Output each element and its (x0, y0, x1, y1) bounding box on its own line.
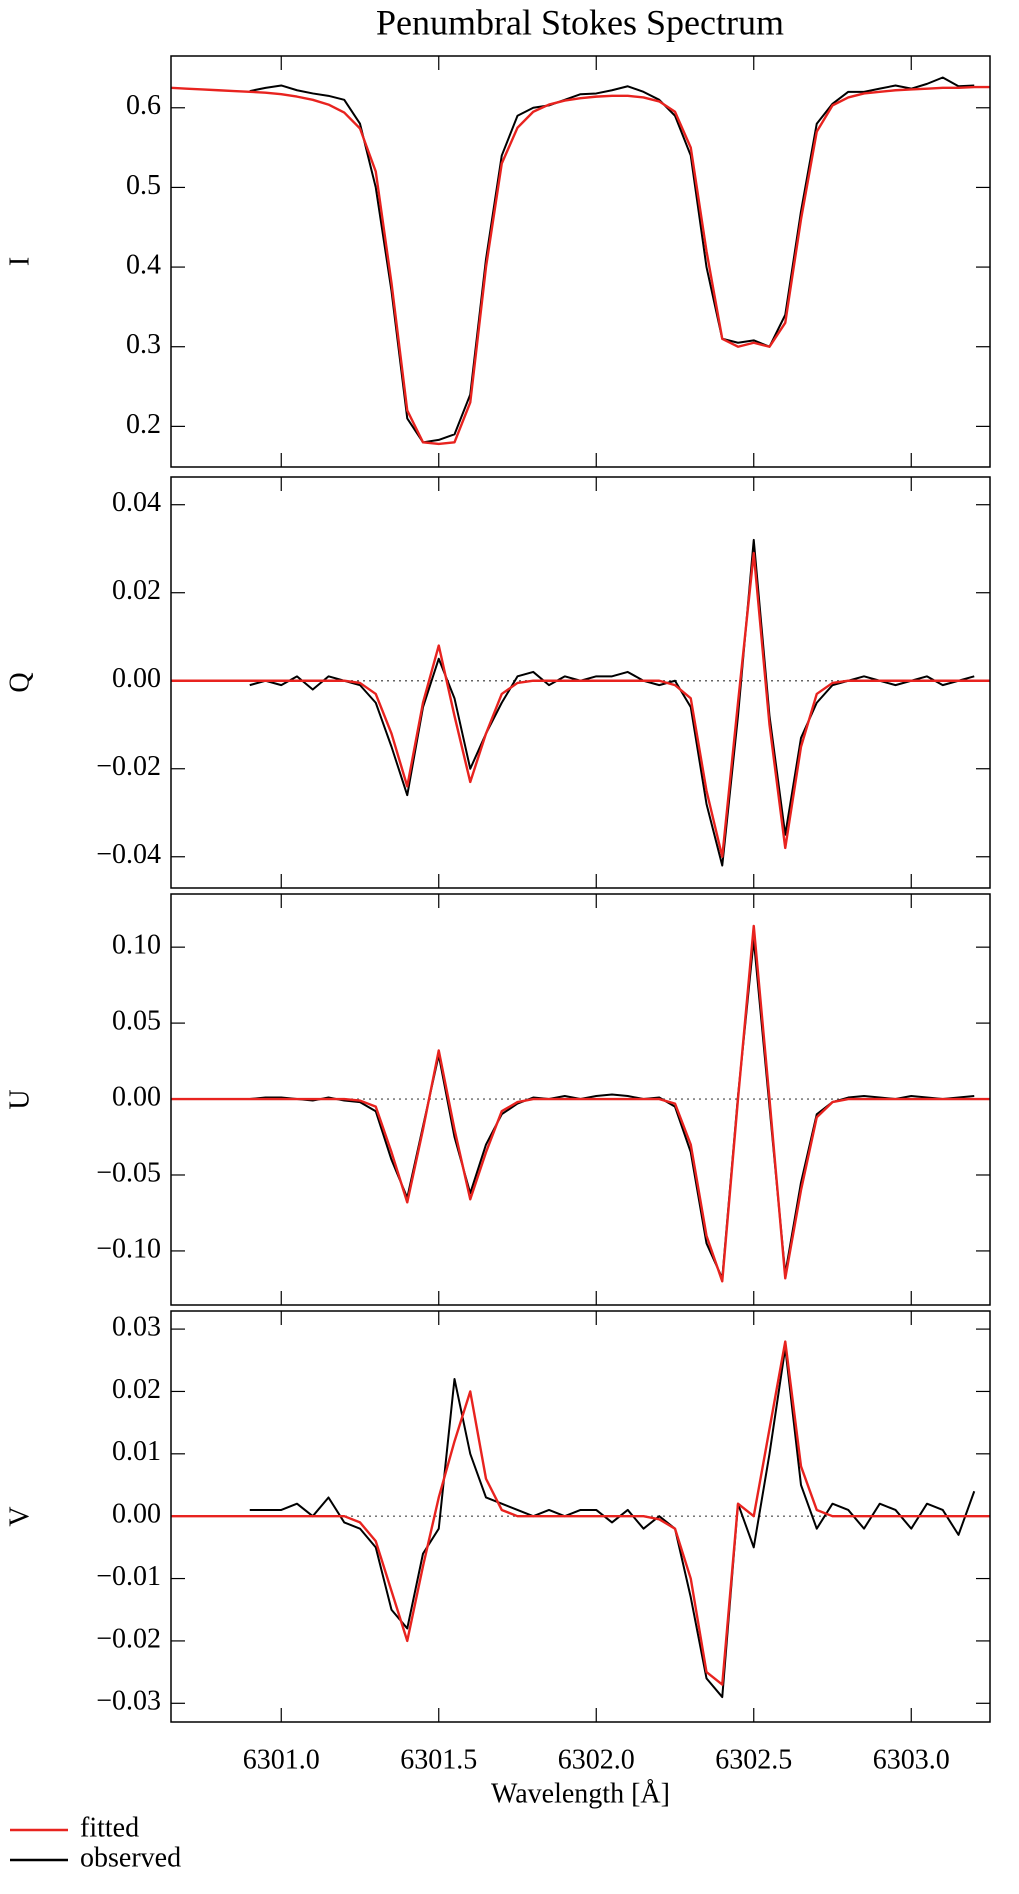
chart-title: Penumbral Stokes Spectrum (376, 2, 784, 42)
y-tick-label: 0.00 (112, 1081, 161, 1112)
x-axis-label: Wavelength [Å] (491, 1778, 670, 1809)
y-tick-label: 0.6 (126, 90, 161, 121)
y-tick-label: 0.00 (112, 1499, 161, 1530)
y-tick-label: 0.01 (112, 1436, 161, 1467)
series-line (171, 551, 990, 858)
plot-area (171, 1340, 990, 1699)
y-tick-label: −0.02 (96, 1623, 161, 1654)
x-tick-label: 6303.0 (873, 1744, 950, 1775)
series-line (171, 1340, 990, 1686)
y-tick-label: −0.05 (96, 1157, 161, 1188)
series-line (249, 538, 975, 867)
y-tick-label: 0.02 (112, 575, 161, 606)
series-line (171, 85, 990, 446)
y-tick-label: 0.00 (112, 663, 161, 694)
y-tick-label: −0.01 (96, 1561, 161, 1592)
y-tick-label: 0.03 (112, 1312, 161, 1343)
y-tick-label: 0.5 (126, 170, 161, 201)
plot-frame (170, 1310, 991, 1723)
y-axis-label: U (4, 1089, 35, 1109)
plot-frame (170, 476, 991, 889)
y-axis-label: V (4, 1506, 35, 1526)
y-tick-label: −0.03 (96, 1686, 161, 1717)
x-tick-label: 6301.5 (400, 1744, 477, 1775)
y-tick-label: 0.02 (112, 1374, 161, 1405)
y-axis-label: Q (4, 672, 35, 692)
plot-area (171, 76, 990, 446)
legend-label: observed (80, 1842, 181, 1873)
plot-area (171, 924, 990, 1283)
plot-area (171, 538, 990, 867)
y-tick-label: 0.04 (112, 487, 161, 518)
y-tick-label: 0.4 (126, 249, 161, 280)
plot-frame (170, 55, 991, 468)
series-line (249, 76, 975, 444)
x-tick-label: 6302.5 (715, 1744, 792, 1775)
y-tick-label: 0.2 (126, 409, 161, 440)
legend-label: fitted (80, 1812, 139, 1843)
y-tick-label: −0.10 (96, 1233, 161, 1264)
plot-frame (170, 893, 991, 1306)
x-tick-label: 6301.0 (243, 1744, 320, 1775)
y-tick-label: 0.05 (112, 1006, 161, 1037)
y-axis-label: I (4, 257, 35, 266)
y-tick-label: −0.04 (96, 839, 161, 870)
y-tick-label: 0.10 (112, 930, 161, 961)
x-tick-label: 6302.0 (558, 1744, 635, 1775)
y-tick-label: −0.02 (96, 751, 161, 782)
y-tick-label: 0.3 (126, 329, 161, 360)
series-line (249, 938, 975, 1280)
series-line (171, 924, 990, 1283)
